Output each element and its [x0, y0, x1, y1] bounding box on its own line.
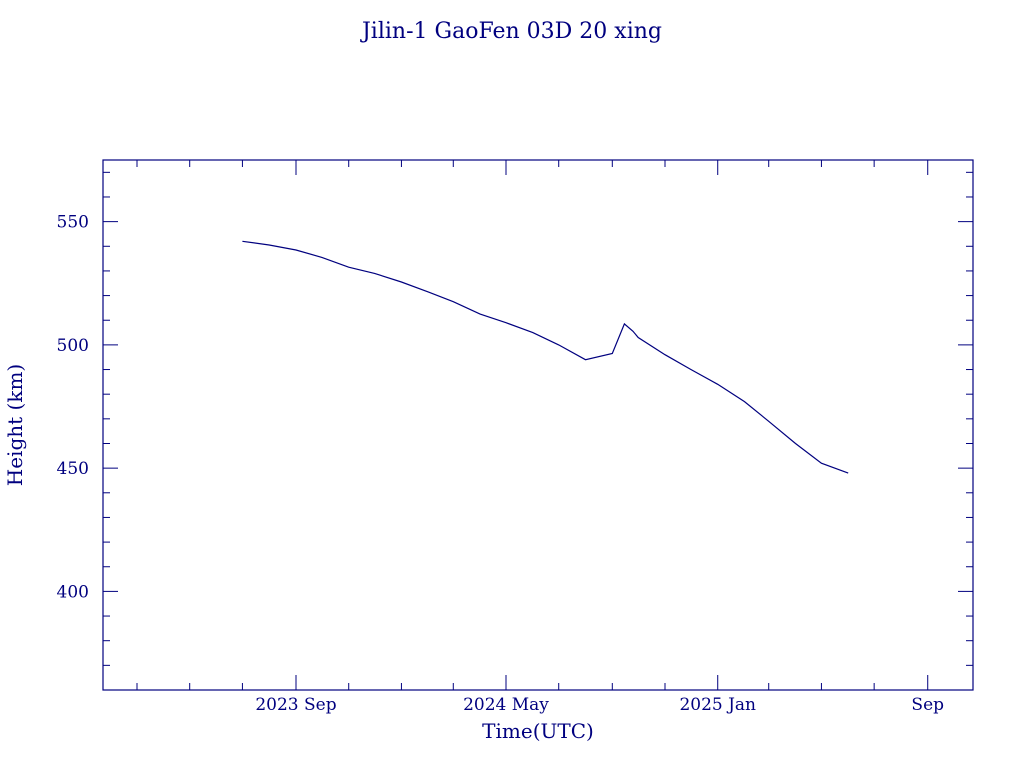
x-tick-label: 2025 Jan — [679, 695, 756, 715]
chart-title: Jilin-1 GaoFen 03D 20 xing — [360, 19, 662, 44]
x-axis: 2023 Sep 2024 May 2025 Jan Sep — [136, 160, 944, 715]
y-tick-label: 500 — [57, 336, 89, 356]
y-tick-label: 400 — [57, 582, 89, 602]
x-tick-label: 2024 May — [463, 695, 549, 715]
x-axis-label: Time(UTC) — [482, 719, 594, 743]
series-line — [242, 240, 849, 474]
plot-frame — [102, 159, 974, 691]
y-axis: 400 450 500 550 — [57, 171, 973, 666]
x-tick-label: Sep — [911, 695, 944, 715]
y-axis-label: Height (km) — [3, 364, 27, 486]
y-tick-label: 550 — [57, 213, 89, 233]
y-tick-label: 450 — [57, 459, 89, 479]
x-tick-label: 2023 Sep — [255, 695, 336, 715]
